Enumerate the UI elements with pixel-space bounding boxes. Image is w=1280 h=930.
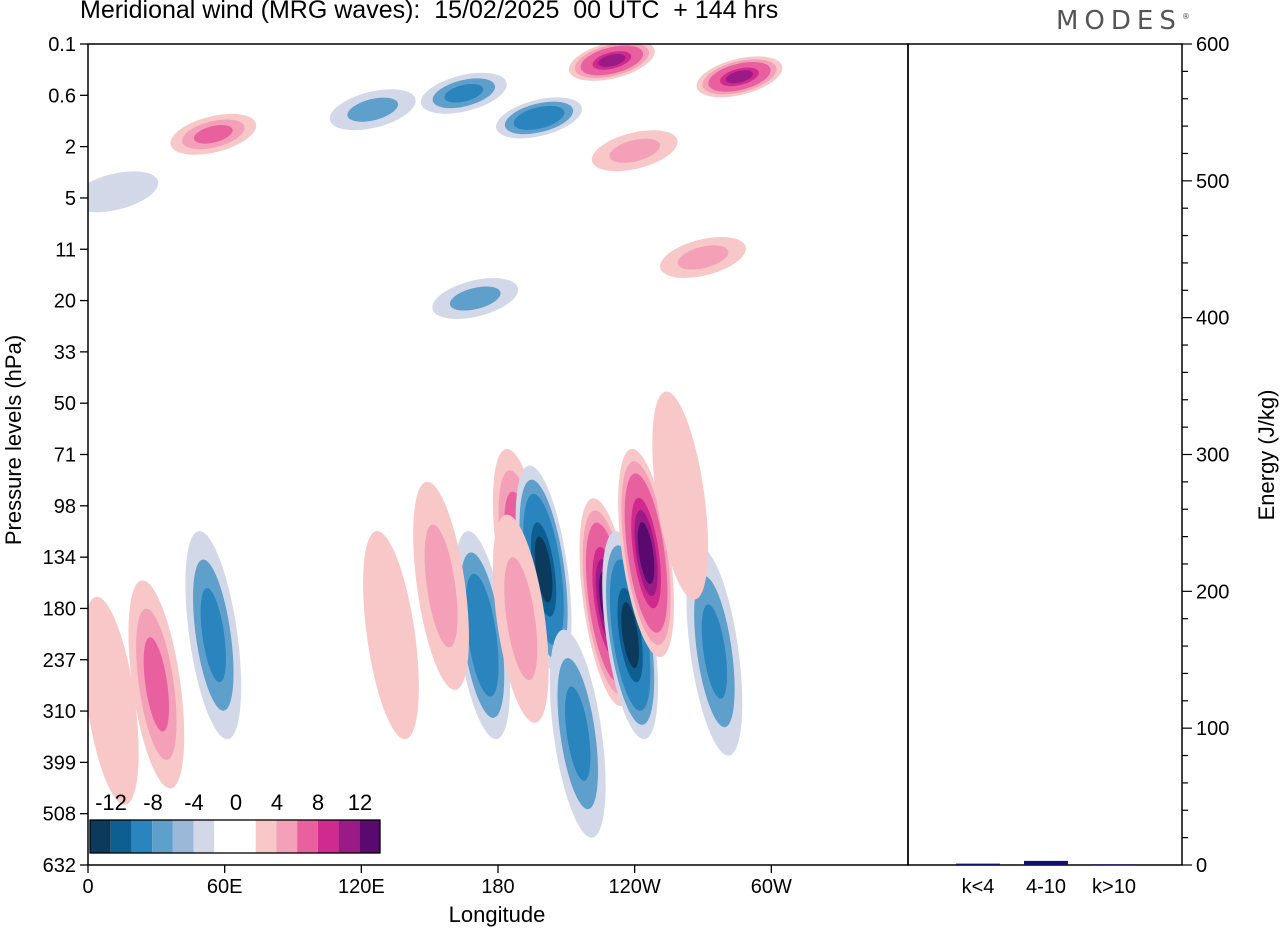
wind-anomaly-6-level-1 — [347, 97, 399, 122]
colorbar-swatch — [276, 820, 298, 853]
colorbar: -12 -8 -4 0 4 8 12 — [89, 790, 381, 854]
energy-tick-label: 500 — [1196, 171, 1229, 193]
energy-tick-label: 100 — [1196, 718, 1229, 740]
y-tick-label: 50 — [54, 393, 76, 415]
y-tick-label: 98 — [54, 496, 76, 518]
x-tick-label: 0 — [82, 876, 93, 898]
y-tick-label: 399 — [43, 752, 76, 774]
colorbar-swatch — [317, 820, 339, 853]
x-tick-label: 60E — [207, 876, 243, 898]
wind-anomaly-4-level-2 — [193, 125, 233, 144]
x-axis-label: Longitude — [449, 902, 546, 927]
wind-anomaly-1-level-5 — [725, 70, 754, 84]
y-tick-label: 71 — [54, 445, 76, 467]
y-tick-label: 310 — [43, 701, 76, 723]
wind-anomaly-17-level-1 — [424, 524, 458, 648]
x-tick-label: 180 — [481, 876, 514, 898]
x-tick-label: 60W — [751, 876, 792, 898]
energy-tick-label: 600 — [1196, 34, 1229, 56]
wind-anomaly-0-level-5 — [598, 53, 626, 67]
wind-anomaly-19-level-2 — [701, 604, 728, 699]
wind-anomaly-8-level-0 — [88, 171, 159, 213]
energy-tick-label: 200 — [1196, 581, 1229, 603]
colorbar-label: 8 — [312, 790, 324, 815]
x-tick-label: 120E — [338, 876, 385, 898]
colorbar-swatch — [193, 820, 215, 853]
y-tick-label: 2 — [65, 137, 76, 159]
energy-bar-3 — [1092, 864, 1136, 866]
energy-axis-label: Energy (J/kg) — [1254, 390, 1279, 521]
colorbar-label: -4 — [184, 790, 204, 815]
energy-tick-label: 300 — [1196, 445, 1229, 467]
colorbar-swatch — [214, 820, 235, 853]
colorbar-swatch — [131, 820, 153, 853]
y-axis-label: Pressure levels (hPa) — [1, 335, 26, 545]
longitude-axis: 0 60E 120E 180 120W 60W — [82, 865, 792, 898]
colorbar-swatch — [255, 820, 277, 853]
wind-anomaly-13-level-5 — [621, 602, 639, 669]
energy-category-label: k<4 — [962, 876, 995, 898]
energy-bars: k<4 4-10 k>10 — [956, 860, 1136, 898]
energy-category-label: 4-10 — [1026, 876, 1066, 898]
y-tick-label: 508 — [43, 804, 76, 826]
y-tick-label: 237 — [43, 650, 76, 672]
y-tick-label: 33 — [54, 342, 76, 364]
y-tick-label: 0.1 — [48, 34, 76, 56]
heatmap-field — [88, 44, 783, 838]
heatmap-frame — [87, 43, 909, 866]
y-tick-label: 20 — [54, 291, 76, 313]
colorbar-frame — [89, 819, 381, 854]
y-tick-label: 180 — [43, 598, 76, 620]
y-tick-label: 11 — [55, 239, 76, 261]
wind-anomaly-18-level-0 — [363, 531, 419, 740]
energy-tick-label: 0 — [1196, 855, 1207, 877]
colorbar-swatch — [297, 820, 318, 853]
energy-bar-1 — [956, 863, 1000, 865]
wind-anomaly-22-level-0 — [88, 596, 139, 805]
wind-anomaly-21-level-2 — [143, 637, 169, 732]
wind-anomaly-16-level-1 — [504, 557, 538, 681]
energy-category-label: k>10 — [1092, 876, 1136, 898]
wind-anomaly-14-level-6 — [637, 522, 655, 584]
wind-anomaly-7-level-1 — [677, 245, 729, 270]
colorbar-swatch — [338, 820, 360, 853]
colorbar-swatch — [172, 820, 194, 853]
registered-mark: ® — [1181, 12, 1190, 21]
y-tick-label: 632 — [43, 855, 76, 877]
logo-text: MODES — [1056, 6, 1182, 36]
colorbar-label: -8 — [143, 790, 163, 815]
colorbar-label: 0 — [230, 790, 242, 815]
x-tick-label: 120W — [609, 876, 661, 898]
colorbar-label: -12 — [95, 790, 127, 815]
energy-bar-2 — [1024, 860, 1068, 865]
wind-anomaly-3-level-3 — [522, 110, 556, 126]
wind-anomaly-24-level-0 — [652, 391, 709, 600]
colorbar-label: 4 — [271, 790, 283, 815]
wind-anomaly-23-level-2 — [565, 686, 591, 781]
colorbar-swatch — [359, 820, 380, 853]
colorbar-label: 12 — [348, 790, 372, 815]
y-tick-label: 134 — [43, 547, 76, 569]
wind-anomaly-5-level-1 — [609, 138, 661, 163]
colorbar-swatch — [90, 820, 111, 853]
wind-anomaly-15-level-3 — [471, 595, 493, 676]
energy-axis: 0 100 200 300 400 500 600 — [1182, 34, 1229, 877]
wind-anomaly-2-level-2 — [444, 83, 484, 103]
modes-logo: MODES® — [1056, 6, 1190, 36]
wind-anomaly-9-level-1 — [449, 286, 501, 311]
pressure-axis: 0.1 0.6 2 5 11 20 33 50 71 98 134 180 237 310 399 508 63… — [43, 34, 88, 877]
y-tick-label: 5 — [65, 188, 76, 210]
energy-frame — [907, 43, 1183, 866]
colorbar-swatch — [110, 820, 132, 853]
y-tick-label: 0.6 — [48, 85, 76, 107]
colorbar-swatch — [152, 820, 173, 853]
wind-anomaly-20-level-2 — [200, 587, 226, 683]
energy-tick-label: 400 — [1196, 308, 1229, 330]
colorbar-swatch — [235, 820, 256, 853]
chart-title: Meridional wind (MRG waves): 15/02/2025 … — [80, 0, 779, 24]
